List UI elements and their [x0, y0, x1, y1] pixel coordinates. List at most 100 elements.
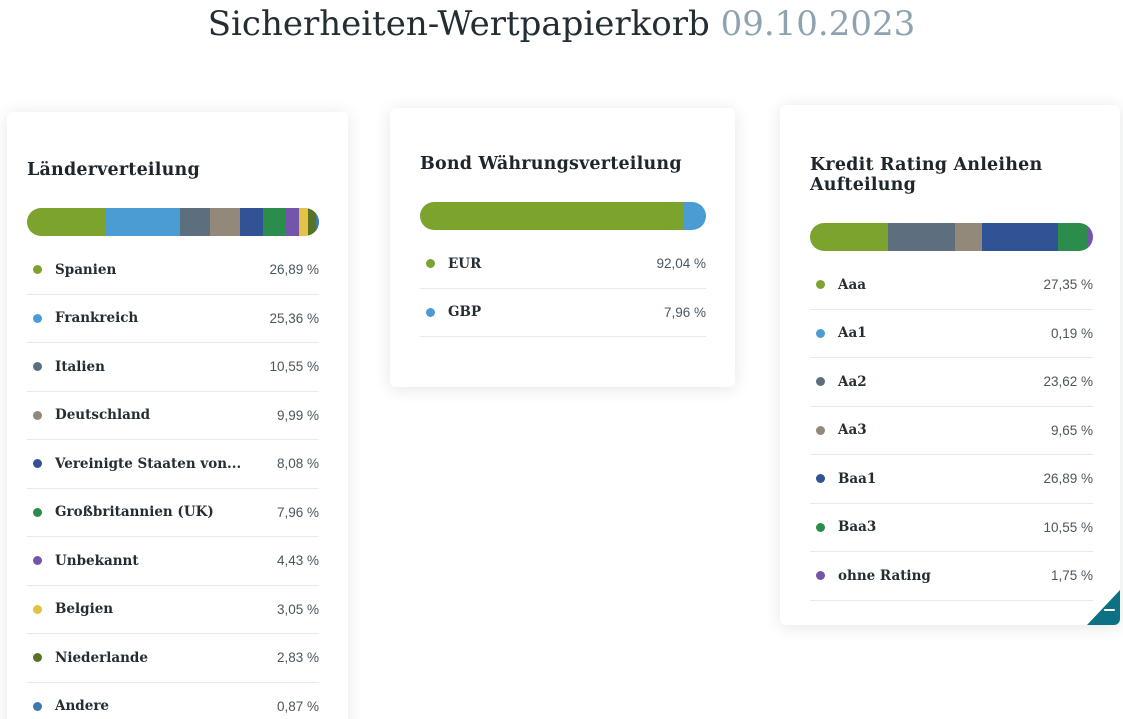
legend-list: EUR 92,04 % GBP 7,96 % — [420, 240, 706, 337]
legend-dot-icon — [426, 307, 435, 317]
legend-value: 7,96 % — [276, 504, 319, 520]
legend-label: Belgien — [55, 601, 114, 618]
legend-value: 9,99 % — [276, 407, 319, 423]
legend-label: Aa2 — [838, 373, 867, 390]
legend-dot-icon — [816, 425, 825, 435]
legend-label: EUR — [448, 255, 482, 272]
legend-label: Frankreich — [55, 310, 139, 327]
legend-row: Aa1 0,19 % — [810, 310, 1093, 358]
card-laenderverteilung: Länderverteilung Spanien 26,89 % Frankreic… — [7, 112, 348, 719]
page-title: Sicherheiten-Wertpapierkorb 09.10.2023 — [0, 4, 1123, 44]
legend-label: ohne Rating — [838, 567, 931, 584]
bar-segment — [263, 208, 287, 236]
legend-label: Vereinigte Staaten von... — [55, 455, 242, 472]
legend-dot-icon — [33, 507, 42, 517]
bar-segment — [887, 223, 955, 251]
legend-row: Niederlande 2,83 % — [27, 634, 319, 683]
minus-icon — [1104, 608, 1115, 611]
legend-dot-icon — [33, 362, 42, 372]
legend-label: Aa1 — [838, 325, 867, 342]
legend-dot-icon — [33, 604, 42, 614]
legend-value: 27,35 % — [1043, 277, 1093, 293]
bar-segment — [982, 223, 1059, 251]
legend-value: 4,43 % — [276, 553, 319, 569]
legend-dot-icon — [426, 259, 435, 269]
page-title-text: Sicherheiten-Wertpapierkorb — [207, 4, 710, 44]
legend-row: EUR 92,04 % — [420, 240, 706, 289]
legend-row: GBP 7,96 % — [420, 289, 706, 337]
legend-label: Baa1 — [838, 470, 877, 487]
legend-value: 9,65 % — [1050, 422, 1093, 438]
legend-dot-icon — [33, 410, 42, 420]
legend-row: Aa3 9,65 % — [810, 407, 1093, 455]
bar-segment — [308, 208, 317, 236]
bar-segment — [179, 208, 211, 236]
card-kredit-rating-aufteilung: Kredit Rating Anleihen Aufteilung Aaa 27,… — [780, 105, 1120, 625]
legend-value: 0,19 % — [1050, 325, 1093, 341]
legend-value: 2,83 % — [276, 650, 319, 666]
legend-row: Unbekannt 4,43 % — [27, 537, 319, 586]
legend-list: Aaa 27,35 % Aa1 0,19 % Aa2 23,62 % Aa3 9,65 % Ba… — [810, 261, 1093, 601]
legend-label: Unbekannt — [55, 552, 139, 569]
legend-row: Aaa 27,35 % — [810, 261, 1093, 310]
legend-row: Baa1 26,89 % — [810, 455, 1093, 504]
bar-segment — [239, 208, 264, 236]
bar-segment — [286, 208, 300, 236]
legend-label: Aaa — [838, 276, 866, 293]
stacked-bar — [27, 208, 319, 236]
legend-dot-icon — [816, 280, 825, 290]
bar-segment — [1088, 223, 1093, 251]
legend-value: 1,75 % — [1050, 568, 1093, 584]
legend-value: 0,87 % — [276, 698, 319, 714]
legend-label: Italien — [55, 358, 105, 375]
bar-segment — [316, 208, 319, 236]
legend-value: 26,89 % — [1043, 471, 1093, 487]
legend-label: Baa3 — [838, 519, 877, 536]
card-bond-waehrungsverteilung: Bond Währungsverteilung EUR 92,04 % GBP 7,9… — [390, 108, 735, 387]
stacked-bar — [810, 223, 1093, 251]
legend-dot-icon — [816, 474, 825, 484]
bar-segment — [1058, 223, 1088, 251]
page-title-date: 09.10.2023 — [720, 4, 916, 44]
legend-dot-icon — [816, 571, 825, 581]
legend-label: Niederlande — [55, 649, 148, 666]
bar-segment — [27, 208, 106, 236]
bar-segment — [683, 202, 706, 230]
legend-row: Frankreich 25,36 % — [27, 295, 319, 343]
legend-label: Andere — [55, 698, 110, 715]
legend-dot-icon — [33, 701, 42, 711]
bar-segment — [420, 202, 684, 230]
legend-label: Spanien — [55, 261, 117, 278]
legend-dot-icon — [33, 459, 42, 469]
bar-segment — [210, 208, 240, 236]
legend-label: GBP — [448, 304, 482, 321]
legend-value: 25,36 % — [269, 310, 319, 326]
legend-label: Deutschland — [55, 407, 151, 424]
bar-segment — [887, 223, 888, 251]
legend-value: 10,55 % — [269, 359, 319, 375]
legend-dot-icon — [33, 265, 42, 275]
card-title: Bond Währungsverteilung — [420, 154, 682, 174]
legend-dot-icon — [33, 313, 42, 323]
legend-dot-icon — [816, 522, 825, 532]
legend-value: 3,05 % — [276, 601, 319, 617]
bar-segment — [954, 223, 983, 251]
bar-segment — [105, 208, 180, 236]
legend-dot-icon — [33, 653, 42, 663]
legend-value: 7,96 % — [663, 304, 706, 320]
legend-value: 92,04 % — [656, 256, 706, 272]
legend-value: 26,89 % — [269, 262, 319, 278]
legend-list: Spanien 26,89 % Frankreich 25,36 % Italien 10… — [27, 246, 319, 719]
legend-dot-icon — [33, 556, 42, 566]
card-title: Länderverteilung — [27, 160, 200, 180]
legend-row: ohne Rating 1,75 % — [810, 552, 1093, 601]
legend-row: Aa2 23,62 % — [810, 358, 1093, 407]
legend-dot-icon — [816, 377, 825, 387]
legend-dot-icon — [816, 328, 825, 338]
legend-value: 10,55 % — [1043, 519, 1093, 535]
legend-row: Deutschland 9,99 % — [27, 392, 319, 440]
legend-value: 23,62 % — [1043, 374, 1093, 390]
bar-segment — [299, 208, 309, 236]
legend-row: Großbritannien (UK) 7,96 % — [27, 489, 319, 537]
